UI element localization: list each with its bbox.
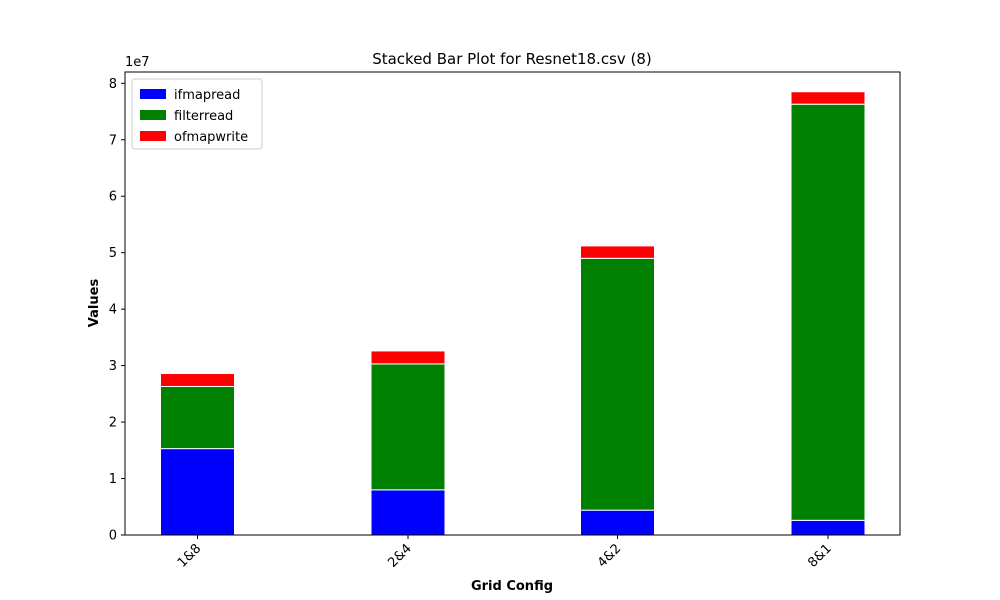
chart-title: Stacked Bar Plot for Resnet18.csv (8) <box>372 50 652 68</box>
x-tick-label: 4&2 <box>595 541 624 570</box>
legend-swatch-ifmapread <box>140 89 166 99</box>
y-tick-label: 4 <box>109 303 117 318</box>
legend-label-filterread: filterread <box>174 109 233 124</box>
x-axis-ticks: 1&8 2&4 4&2 8&1 <box>175 535 835 571</box>
bar-filterread-4 <box>790 103 866 521</box>
x-tick-label: 2&4 <box>385 541 414 570</box>
bar-ifmapread-1 <box>160 448 235 536</box>
bar-ofmapwrite-1 <box>160 373 235 388</box>
bar-ofmapwrite-4 <box>790 91 866 105</box>
y-tick-label: 2 <box>109 416 117 431</box>
y-tick-label: 7 <box>109 133 117 148</box>
legend-swatch-ofmapwrite <box>140 131 166 141</box>
y-tick-label: 8 <box>109 77 117 92</box>
y-tick-label: 6 <box>109 190 117 205</box>
plot-frame <box>124 71 901 536</box>
x-tick-label: 1&8 <box>175 541 204 570</box>
y-tick-label: 0 <box>109 529 117 544</box>
y-tick-label: 5 <box>109 246 117 261</box>
y-axis-ticks: 0 1 2 3 4 5 6 7 8 <box>109 77 125 544</box>
bar-ifmapread-2 <box>370 489 446 536</box>
x-tick-label: 8&1 <box>805 541 834 570</box>
bar-ofmapwrite-2 <box>370 350 446 365</box>
y-scale-label: 1e7 <box>125 55 150 70</box>
y-tick-label: 1 <box>109 472 117 487</box>
x-axis-label: Grid Config <box>471 579 553 594</box>
bar-ifmapread-3 <box>580 509 655 536</box>
bar-filterread-3 <box>580 257 655 511</box>
legend-label-ifmapread: ifmapread <box>174 88 240 103</box>
legend: ifmapread filterread ofmapwrite <box>131 78 263 150</box>
bars-group <box>160 91 866 536</box>
bar-ifmapread-4 <box>790 519 866 536</box>
bar-filterread-2 <box>370 363 446 491</box>
y-axis-label: Values <box>87 279 102 328</box>
legend-label-ofmapwrite: ofmapwrite <box>174 130 248 145</box>
bar-filterread-1 <box>160 386 235 450</box>
bar-ofmapwrite-3 <box>580 245 655 259</box>
y-tick-label: 3 <box>109 359 117 374</box>
legend-swatch-filterread <box>140 110 166 120</box>
